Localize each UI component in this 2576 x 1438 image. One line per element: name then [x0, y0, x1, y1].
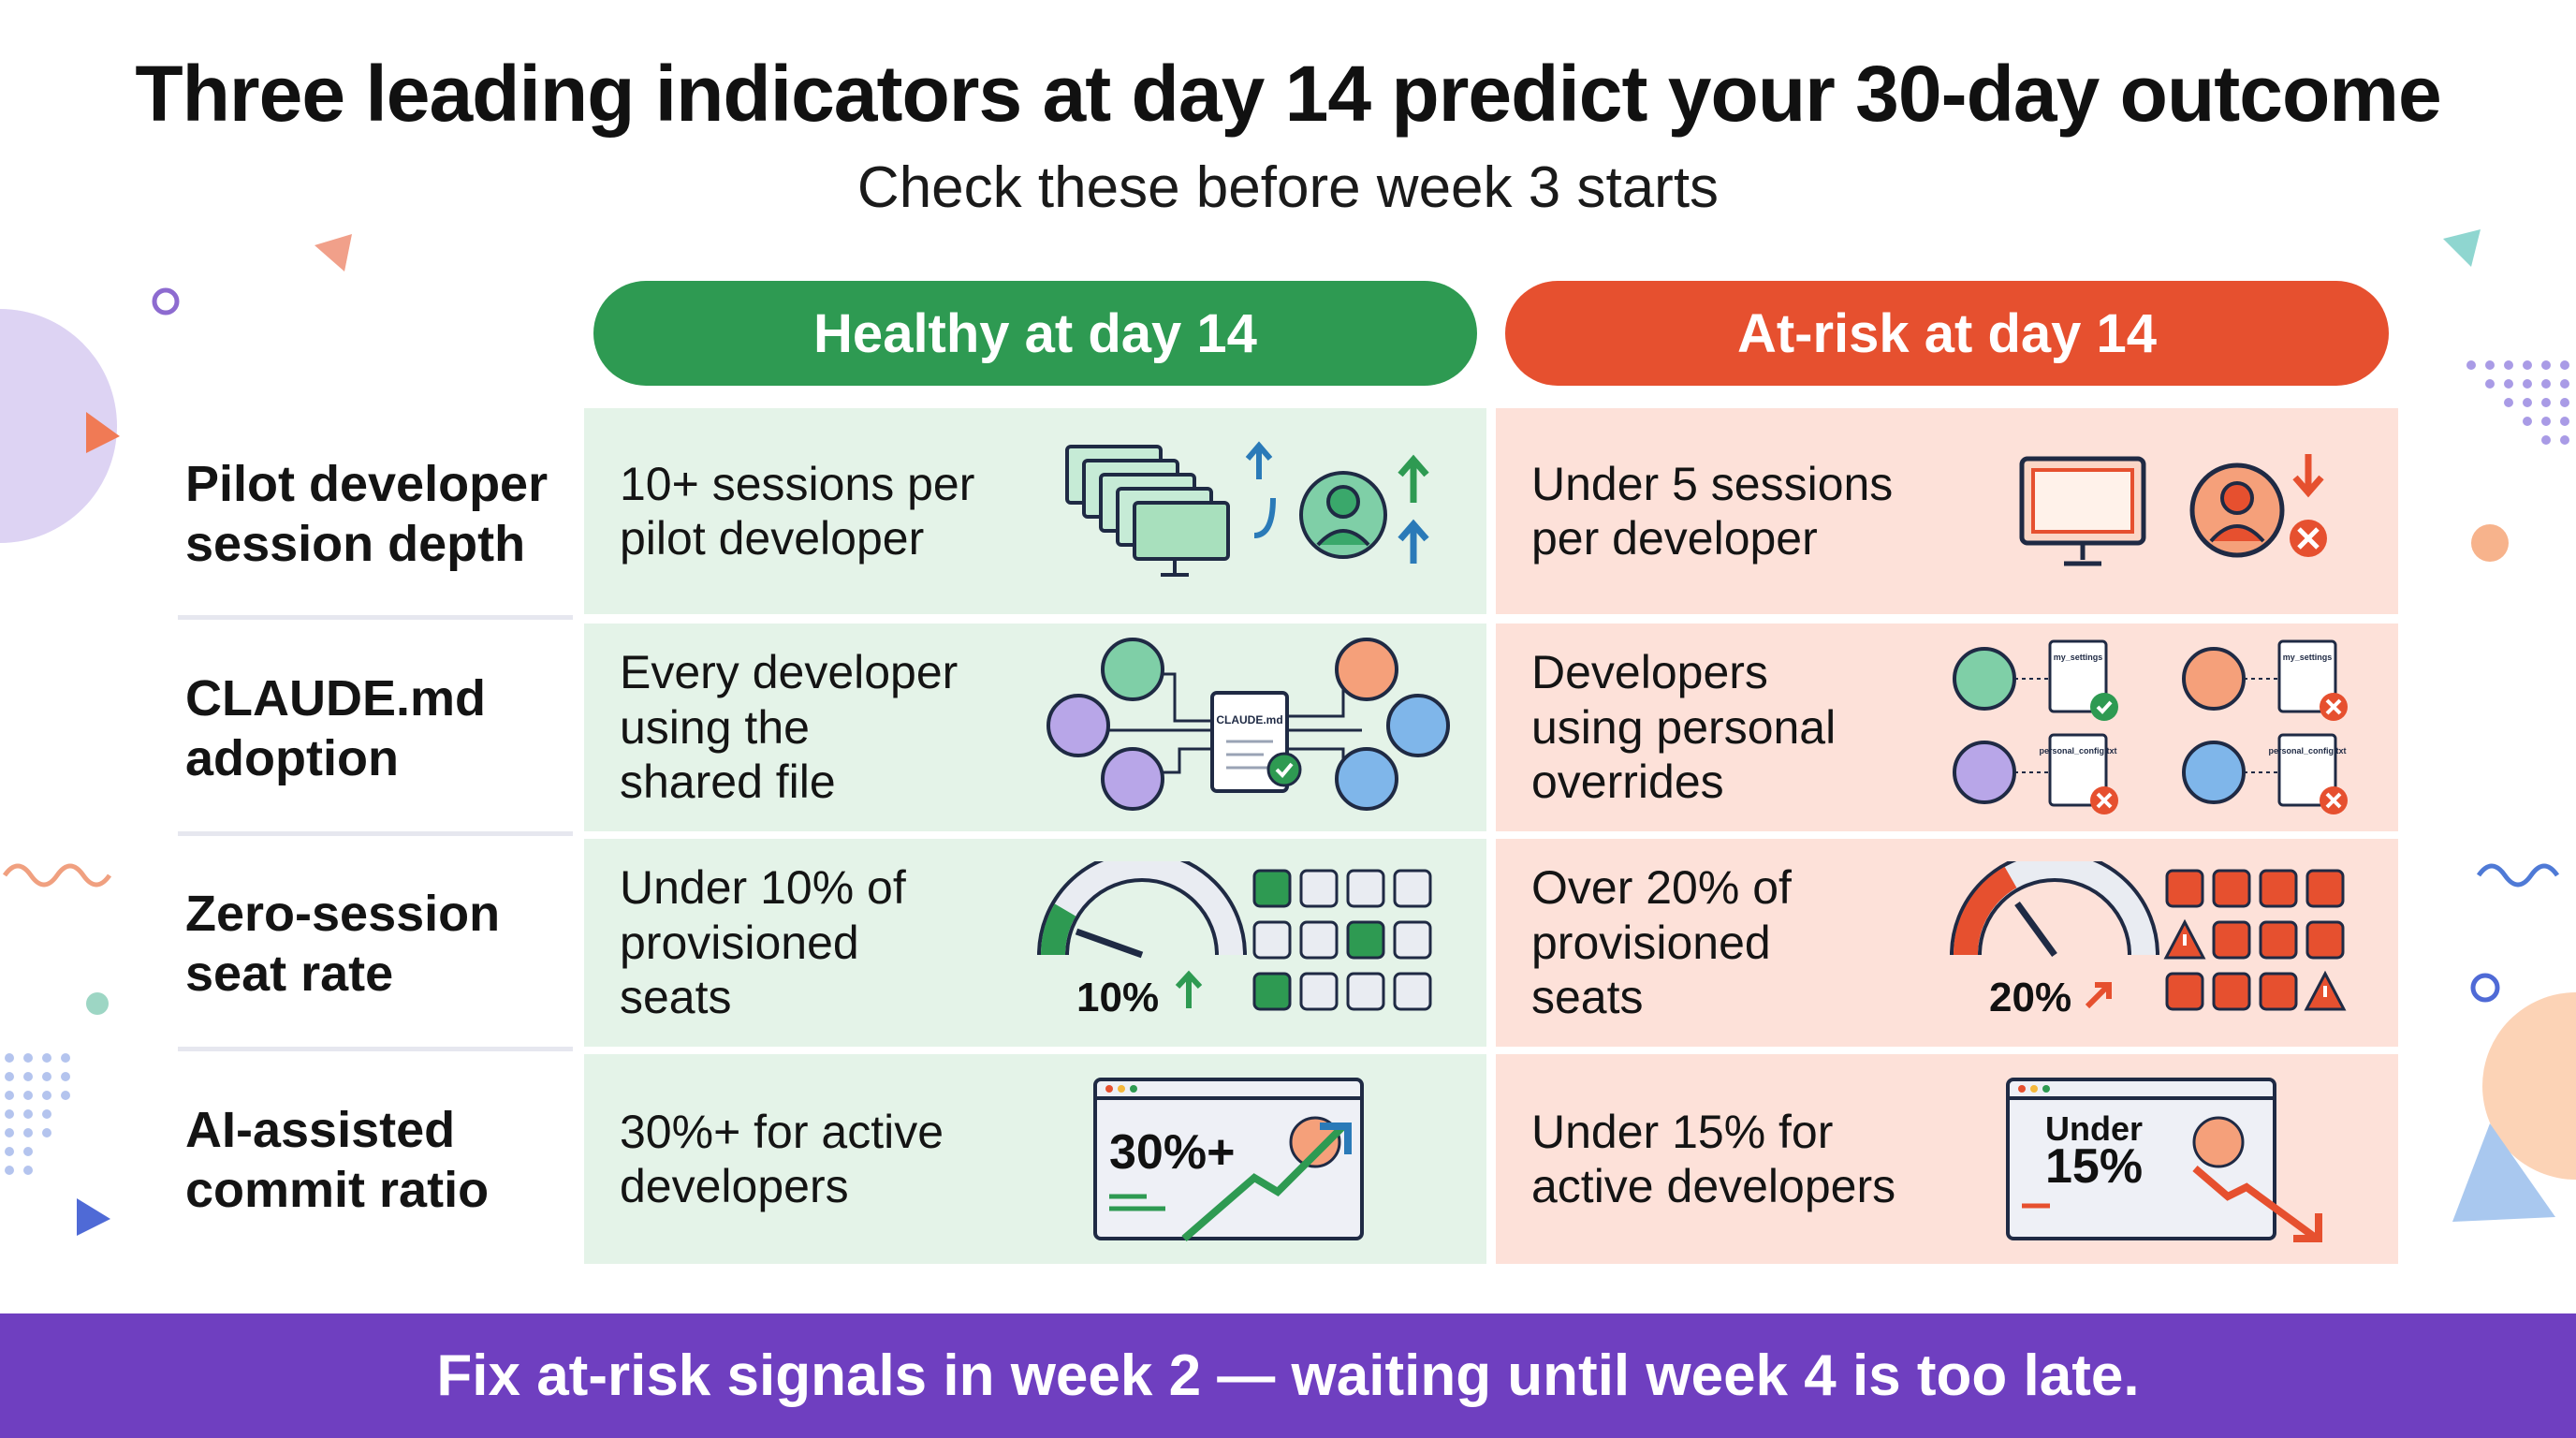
svg-text:personal_config.txt: personal_config.txt	[2268, 746, 2346, 756]
low-usage-monitor-icon	[2019, 454, 2327, 566]
page-subtitle: Check these before week 3 starts	[856, 155, 1720, 220]
healthy-cell-session-depth: 10+ sessions per pilot developer	[584, 408, 1486, 614]
svg-text:Under: Under	[2045, 1109, 2143, 1148]
svg-text:my_settings: my_settings	[2283, 653, 2333, 662]
svg-text:30%+: 30%+	[1109, 1125, 1235, 1180]
svg-text:20%: 20%	[1989, 975, 2071, 1020]
healthy-cell-claude-md: Every developer using the shared file	[584, 624, 1486, 831]
row-label-session-depth: Pilot developer session depth	[185, 456, 549, 572]
svg-text:my_settings: my_settings	[2054, 653, 2103, 662]
healthy-gauge-seats-icon: 10%	[1037, 861, 1432, 1020]
svg-text:CLAUDE.md: CLAUDE.md	[1216, 713, 1282, 726]
svg-text:10%: 10%	[1076, 975, 1159, 1020]
svg-text:personal_config.txt: personal_config.txt	[2039, 746, 2116, 756]
at-risk-column-header: At-risk at day 14	[1505, 281, 2389, 386]
page-title: Three leading indicators at day 14 predi…	[135, 50, 2441, 138]
healthy-commit-window-icon: 30%+	[1093, 1078, 1364, 1242]
row-separator	[178, 831, 573, 836]
healthy-column-header: Healthy at day 14	[593, 281, 1477, 386]
row-label-claude-md: CLAUDE.md adoption	[185, 670, 486, 786]
bottom-banner: Fix at-risk signals in week 2 — waiting …	[0, 1313, 2576, 1438]
at-risk-commit-window-icon: Under 15%	[2006, 1078, 2322, 1242]
row-label-commit-ratio: AI-assisted commit ratio	[185, 1102, 490, 1218]
at-risk-cell-claude-md: Developers using personal overrides	[1496, 624, 2398, 831]
row-label-zero-session: Zero-session seat rate	[185, 886, 501, 1002]
svg-text:15%: 15%	[2045, 1139, 2143, 1194]
shared-file-network-icon: CLAUDE.md	[1046, 638, 1450, 811]
stacked-monitors-icon	[1065, 441, 1429, 577]
row-separator	[178, 615, 573, 620]
personal-override-files-icon: my_settings my_settings personal_config.…	[1953, 639, 2348, 814]
row-separator	[178, 1047, 573, 1051]
at-risk-gauge-seats-icon: 20%	[1950, 861, 2347, 1020]
